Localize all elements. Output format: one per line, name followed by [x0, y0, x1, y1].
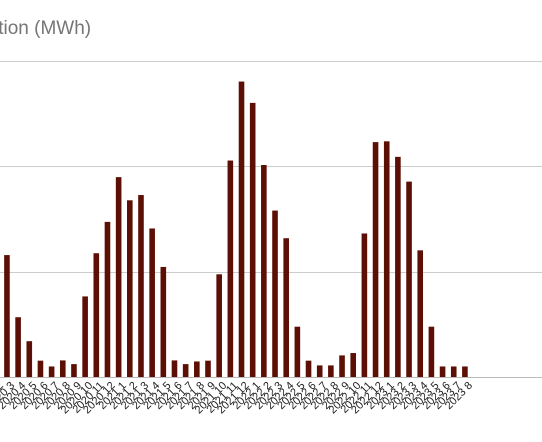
bar-2021-5	[160, 266, 167, 377]
bar-2021-10	[216, 274, 222, 377]
bar-2021-2	[127, 200, 133, 377]
bar-2022-12	[372, 142, 379, 377]
bar-2022-11	[361, 233, 368, 377]
bar-2023-1	[383, 141, 390, 377]
bar-2020-10	[82, 296, 88, 377]
bar-2022-2	[261, 165, 267, 377]
bar-2020-11	[93, 253, 100, 377]
bar-2023-4	[417, 250, 424, 377]
bar-2021-4	[149, 228, 155, 377]
bar-2020-8	[59, 360, 66, 377]
bar-2023-3	[406, 181, 412, 377]
bar-2021-7	[182, 364, 189, 377]
bar-2023-6	[439, 366, 446, 377]
bars	[4, 81, 468, 378]
gridlines	[0, 61, 542, 378]
bar-2021-8	[194, 361, 200, 377]
bar-2022-8	[328, 365, 334, 377]
bar-2022-7	[316, 365, 323, 377]
bar-2022-4	[283, 238, 289, 377]
bar-2023-7	[450, 366, 457, 377]
bar-2021-1	[115, 177, 122, 377]
bar-2022-5	[294, 326, 301, 377]
bar-2023-8	[462, 366, 468, 377]
bar-2022-10	[350, 353, 357, 377]
bar-2020-4	[15, 317, 21, 377]
bar-2020-12	[104, 221, 111, 377]
bar-2021-6	[171, 360, 178, 377]
bar-2023-2	[395, 156, 401, 377]
bar-2020-3	[4, 255, 10, 377]
bar-2021-12	[238, 81, 245, 377]
bar-2020-9	[71, 364, 77, 377]
bar-2022-1	[249, 102, 256, 378]
bar-2022-9	[339, 355, 345, 377]
bar-2023-5	[428, 326, 435, 377]
chart-title-text: Production (MWh)	[0, 18, 92, 39]
chart-title: Production (MWh)	[0, 18, 542, 46]
bar-2021-9	[205, 360, 211, 377]
bar-2020-6	[37, 360, 44, 377]
bar-2020-7	[48, 366, 55, 377]
bar-2020-5	[26, 341, 33, 377]
bar-2022-6	[305, 360, 312, 377]
bar-2021-3	[138, 195, 144, 377]
bar-2021-11	[227, 160, 234, 377]
bar-2022-3	[272, 210, 278, 377]
